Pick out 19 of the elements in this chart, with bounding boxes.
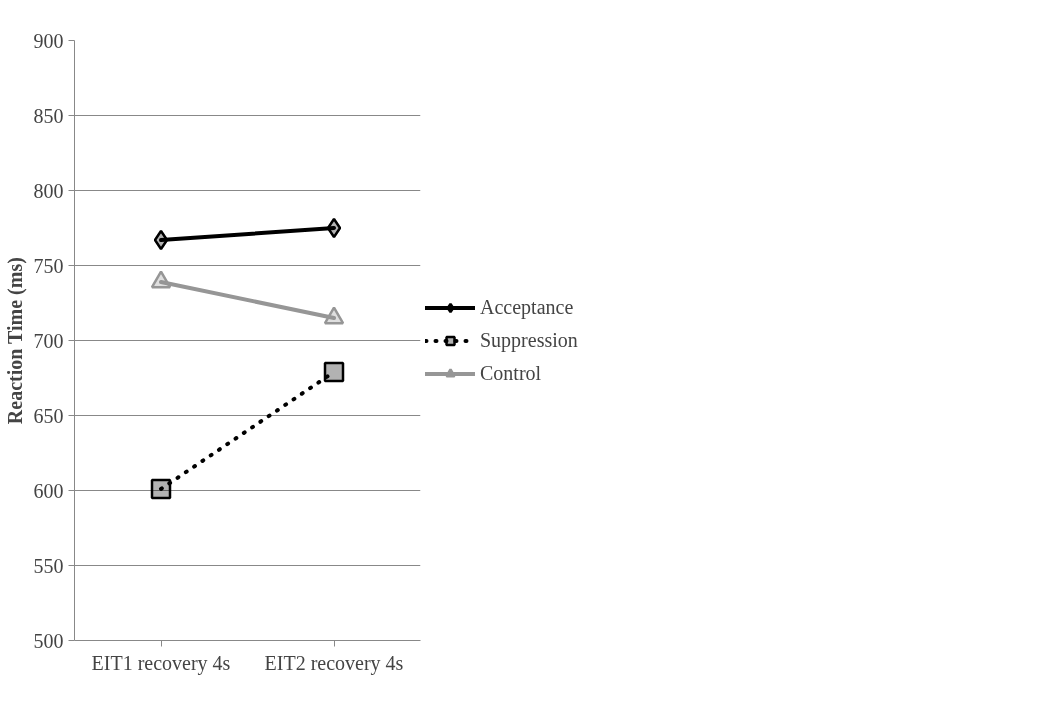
legend-label: Suppression — [480, 328, 579, 352]
y-tick-label: 750 — [33, 254, 64, 277]
point — [326, 217, 342, 239]
y-tick-label: 500 — [33, 629, 64, 652]
y-tick-label: 800 — [33, 179, 64, 202]
y-tick-label: 600 — [33, 479, 64, 502]
y-tick-label: 700 — [33, 329, 64, 352]
x-tick-label: EIT2 recovery 4s — [264, 651, 404, 675]
y-tick-label: 550 — [33, 554, 64, 577]
x-tick-label: EIT1 recovery 4s — [91, 651, 231, 675]
point — [323, 361, 345, 383]
point — [150, 478, 172, 500]
y-tick-label: 850 — [33, 104, 64, 127]
legend-label: Control — [480, 361, 543, 385]
legend-label: Acceptance — [480, 295, 575, 319]
point — [153, 229, 169, 251]
y-axis-title: Reaction Time (ms) — [3, 257, 27, 425]
y-tick-label: 900 — [33, 29, 64, 52]
y-tick-label: 650 — [33, 404, 64, 427]
